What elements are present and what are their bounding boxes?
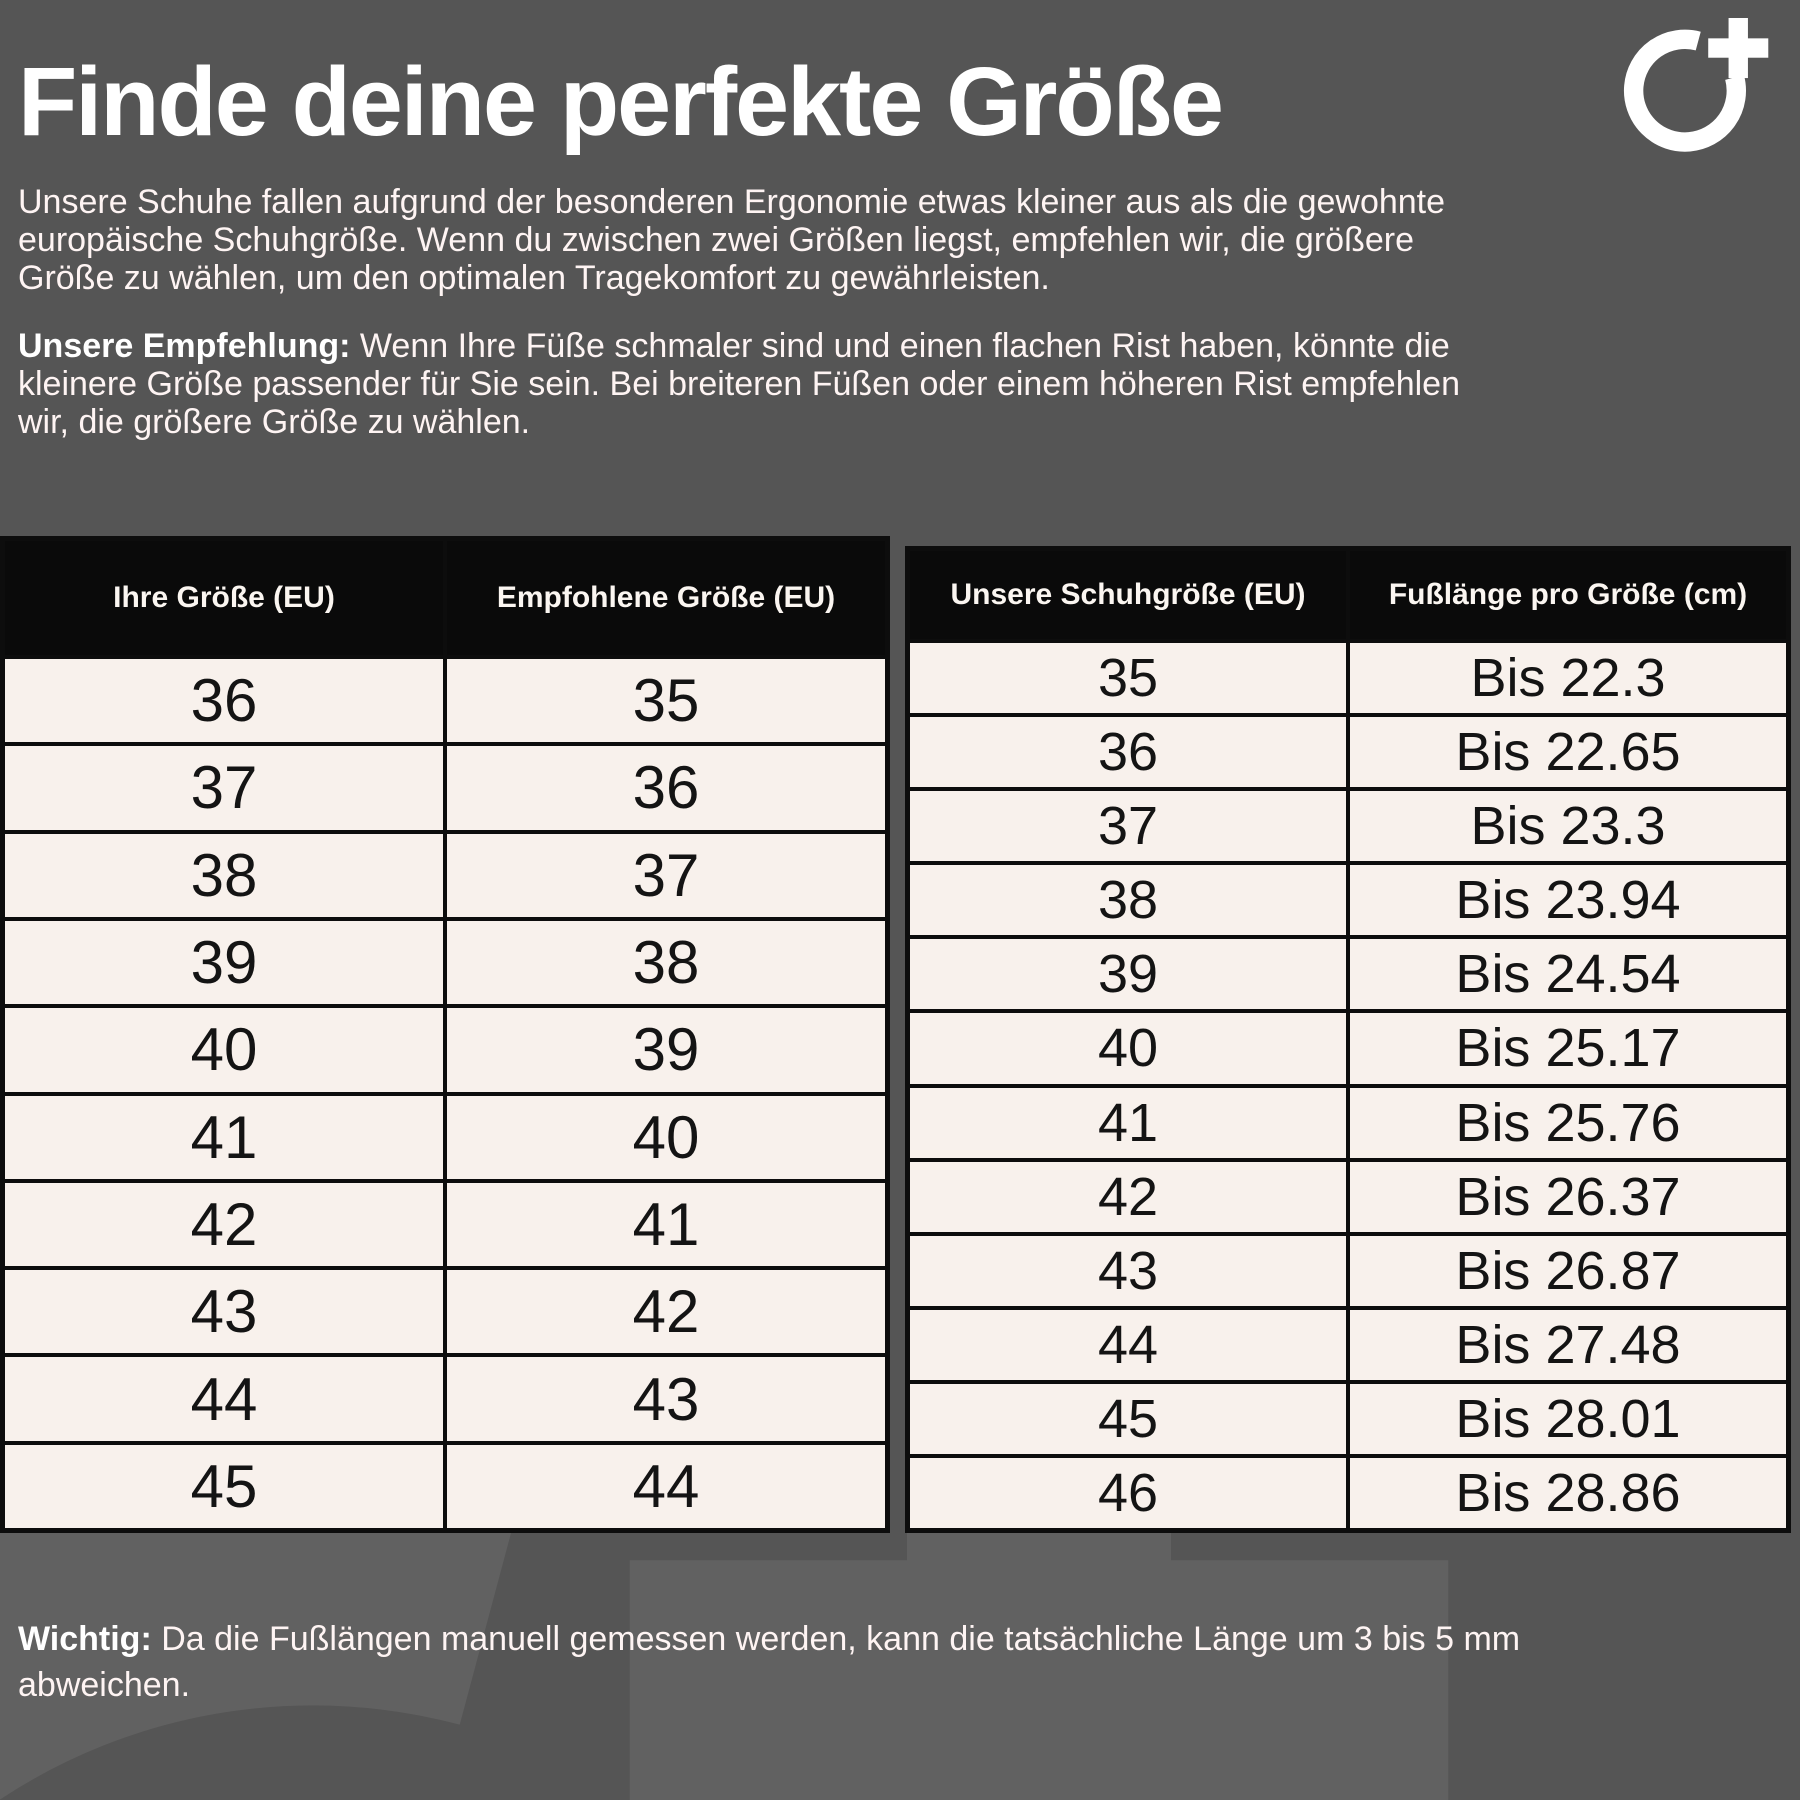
- table-cell: Bis 25.76: [1350, 1087, 1786, 1158]
- table-cell: 42: [5, 1182, 443, 1267]
- note-line-1-text: Da die Fußlängen manuell gemessen werden…: [151, 1620, 1521, 1658]
- table-cell: 37: [5, 746, 443, 830]
- table-cell: 36: [447, 746, 885, 830]
- size-conversion-header-recommended-size: Empfohlene Größe (EU): [447, 541, 885, 655]
- brand-ring-plus-icon: [1623, 18, 1769, 152]
- recommendation-paragraph: Unsere Empfehlung: Wenn Ihre Füße schmal…: [18, 327, 1460, 441]
- page-title: Finde deine perfekte Größe: [18, 47, 1224, 156]
- intro-line-3: Größe zu wählen, um den optimalen Tragek…: [18, 259, 1050, 297]
- table-cell: 36: [910, 717, 1346, 788]
- table-cell: 44: [447, 1444, 885, 1528]
- foot-length-header-shoe-size: Unsere Schuhgröße (EU): [910, 551, 1346, 639]
- table-cell: Bis 28.01: [1350, 1383, 1786, 1454]
- table-cell: 35: [447, 659, 885, 743]
- recommendation-line-2: kleinere Größe passender für Sie sein. B…: [18, 365, 1460, 403]
- table-cell: 42: [910, 1161, 1346, 1232]
- note-paragraph: Wichtig: Da die Fußlängen manuell gemess…: [18, 1616, 1520, 1708]
- intro-line-1: Unsere Schuhe fallen aufgrund der besond…: [18, 183, 1446, 221]
- table-cell: Bis 26.87: [1350, 1235, 1786, 1306]
- table-cell: 37: [447, 833, 885, 917]
- table-cell: 43: [447, 1357, 885, 1441]
- table-cell: 43: [5, 1270, 443, 1354]
- table-cell: Bis 26.37: [1350, 1161, 1786, 1232]
- table-cell: 40: [447, 1095, 885, 1179]
- recommendation-label: Unsere Empfehlung:: [18, 327, 351, 365]
- table-cell: Bis 25.17: [1350, 1013, 1786, 1084]
- note-line-1: Wichtig: Da die Fußlängen manuell gemess…: [18, 1616, 1520, 1662]
- table-cell: 35: [910, 643, 1346, 714]
- table-cell: 37: [910, 791, 1346, 862]
- table-cell: 41: [910, 1087, 1346, 1158]
- table-cell: 38: [447, 920, 885, 1005]
- table-cell: Bis 23.3: [1350, 791, 1786, 862]
- table-cell: 39: [5, 920, 443, 1005]
- note-label: Wichtig:: [18, 1620, 152, 1658]
- table-cell: Bis 27.48: [1350, 1309, 1786, 1380]
- note-line-2: abweichen.: [18, 1666, 191, 1704]
- table-cell: 43: [910, 1235, 1346, 1306]
- recommendation-line-3: wir, die größere Größe zu wählen.: [18, 403, 531, 441]
- table-cell: 36: [5, 659, 443, 743]
- intro-paragraph: Unsere Schuhe fallen aufgrund der besond…: [18, 183, 1445, 297]
- table-cell: 39: [910, 939, 1346, 1010]
- table-cell: Bis 23.94: [1350, 865, 1786, 936]
- recommendation-line-1: Unsere Empfehlung: Wenn Ihre Füße schmal…: [18, 327, 1460, 365]
- size-conversion-header-your-size: Ihre Größe (EU): [5, 541, 443, 655]
- table-cell: 45: [5, 1444, 443, 1528]
- table-cell: Bis 22.65: [1350, 717, 1786, 788]
- table-cell: 46: [910, 1457, 1346, 1528]
- table-cell: 45: [910, 1383, 1346, 1454]
- table-cell: 41: [5, 1095, 443, 1179]
- table-cell: 40: [910, 1013, 1346, 1084]
- table-cell: 41: [447, 1182, 885, 1267]
- table-cell: Bis 28.86: [1350, 1457, 1786, 1528]
- table-cell: 39: [447, 1008, 885, 1092]
- table-cell: 38: [5, 833, 443, 917]
- table-cell: 44: [5, 1357, 443, 1441]
- table-cell: 44: [910, 1309, 1346, 1380]
- table-cell: 42: [447, 1270, 885, 1354]
- foot-length-table: Unsere Schuhgröße (EU) Fußlänge pro Größ…: [905, 546, 1791, 1533]
- recommendation-line-1-text: Wenn Ihre Füße schmaler sind und einen f…: [350, 327, 1450, 365]
- foot-length-header-foot-length: Fußlänge pro Größe (cm): [1350, 551, 1786, 639]
- size-conversion-table: Ihre Größe (EU) Empfohlene Größe (EU) 36…: [0, 536, 890, 1533]
- table-cell: Bis 24.54: [1350, 939, 1786, 1010]
- table-cell: Bis 22.3: [1350, 643, 1786, 714]
- intro-line-2: europäische Schuhgröße. Wenn du zwischen…: [18, 221, 1414, 259]
- table-cell: 38: [910, 865, 1346, 936]
- table-cell: 40: [5, 1008, 443, 1092]
